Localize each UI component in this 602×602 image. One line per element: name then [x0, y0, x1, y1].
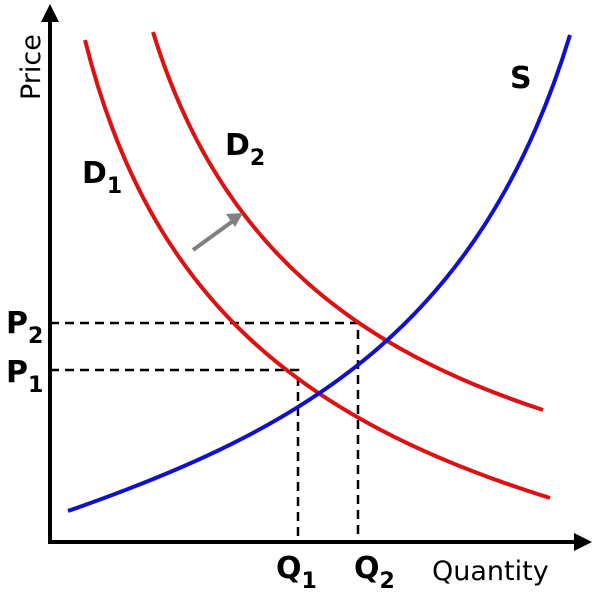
letter: Q	[276, 551, 302, 586]
demand-2-label: D2	[225, 128, 265, 171]
letter: Q	[354, 551, 380, 586]
letter: P	[6, 306, 28, 341]
p1-q1-guide	[50, 368, 300, 542]
supply-label: S	[510, 61, 532, 96]
supply	[67, 34, 572, 513]
letter: D	[225, 128, 250, 163]
p2-q2-guide	[50, 321, 360, 542]
shift-arrow	[191, 219, 235, 252]
subscript: 1	[28, 373, 43, 398]
demand-1-label: D1	[82, 156, 122, 199]
y-arrowhead	[41, 4, 59, 22]
subscript: 2	[28, 324, 43, 349]
subscript: 1	[302, 569, 317, 594]
letter: D	[82, 156, 107, 191]
y-axis-label: Price	[16, 34, 47, 100]
subscript: 2	[380, 569, 395, 594]
p2-label: P2	[6, 306, 43, 349]
guides	[50, 321, 360, 542]
demand-1	[83, 39, 551, 500]
q1-label: Q1	[276, 551, 317, 594]
x-arrowhead	[574, 533, 592, 551]
p1-label: P1	[6, 355, 43, 398]
subscript: 2	[250, 146, 265, 171]
letter: P	[6, 355, 28, 390]
q2-label: Q2	[354, 551, 395, 594]
demand-2	[151, 31, 544, 412]
x-axis-label: Quantity	[432, 556, 549, 587]
shift-arrowhead	[226, 213, 243, 227]
subscript: 1	[107, 174, 122, 199]
